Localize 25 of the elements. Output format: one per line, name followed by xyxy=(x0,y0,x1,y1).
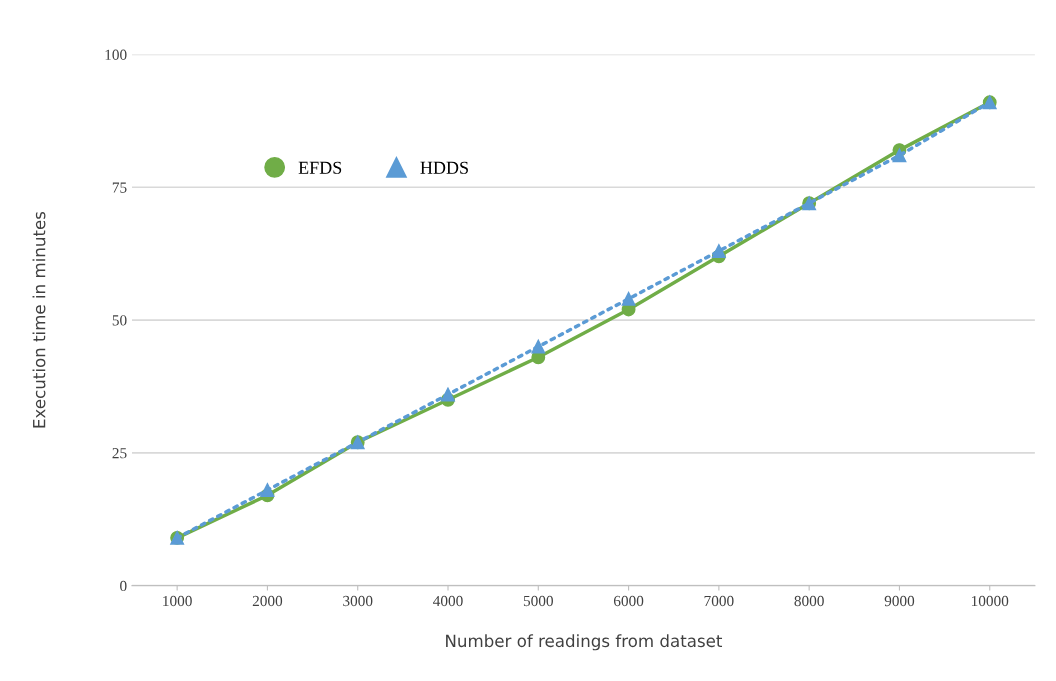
x-tick-label: 8000 xyxy=(794,595,824,607)
point xyxy=(711,244,726,258)
point xyxy=(621,291,636,306)
point xyxy=(260,483,275,497)
x-tick-label: 4000 xyxy=(433,595,463,607)
x-tick-label: 2000 xyxy=(252,595,283,607)
x-tick-label: 9000 xyxy=(884,595,915,607)
y-tick-label: 25 xyxy=(112,448,127,459)
x-tick-label: 10000 xyxy=(971,595,1009,607)
x-tick-label: 7000 xyxy=(704,595,734,607)
legend-label: HDDS xyxy=(420,161,468,174)
legend-label: EFDS xyxy=(298,161,342,174)
x-axis-title: Number of readings from dataset xyxy=(446,634,723,651)
point xyxy=(892,148,907,163)
x-tick-label: 6000 xyxy=(613,595,644,607)
point xyxy=(531,339,546,354)
x-tick-label: 1000 xyxy=(163,595,192,607)
y-tick-label: 50 xyxy=(112,315,127,326)
point xyxy=(441,387,455,402)
y-tick-label: 0 xyxy=(120,580,127,592)
y-tick-label: 100 xyxy=(105,49,127,60)
x-tick-label: 5000 xyxy=(523,595,553,607)
y-axis-title: Execution time in minutes xyxy=(32,211,46,428)
y-tick-label: 75 xyxy=(112,182,127,193)
x-tick-label: 3000 xyxy=(343,595,373,607)
